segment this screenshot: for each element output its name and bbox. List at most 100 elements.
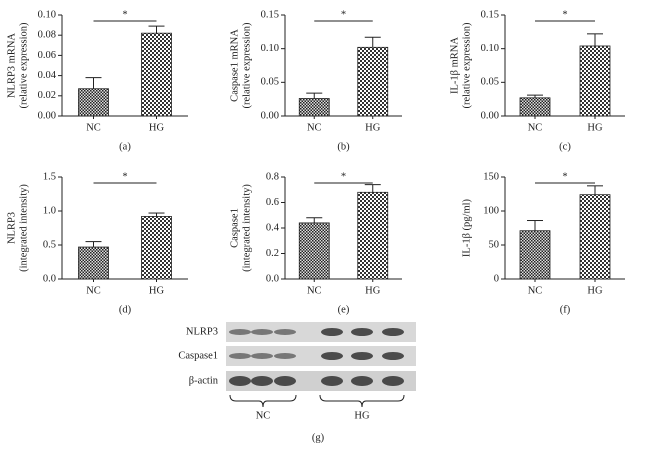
y-axis-label: (relative expression) [461,22,472,109]
y-axis-label: NLRP3 mRNA [6,33,17,98]
significance-mark: * [122,171,127,182]
blot-band [351,328,373,336]
blot-band [321,328,343,336]
blot-band [351,352,373,360]
y-tick-label: 100 [483,205,499,216]
error-bar [587,185,603,195]
bar [78,88,109,117]
y-tick-label: 0.00 [261,110,279,121]
y-tick-label: 0.4 [266,222,280,233]
blot-band [382,352,404,360]
panel-caption: (f) [560,304,571,315]
blot-band [321,352,343,360]
x-tick-label: HG [149,122,165,133]
y-tick-label: 0.0 [43,273,56,284]
blot-band [321,376,343,386]
significance-mark: * [122,9,127,20]
group-brace [319,394,405,408]
error-bar [306,92,323,99]
y-tick-label: 0.6 [266,197,279,208]
blot-band [274,353,296,359]
y-tick-label: 0.15 [261,9,279,20]
x-tick-label: NC [528,285,543,296]
y-tick-label: 0.2 [266,248,279,259]
error-bar [587,33,603,46]
y-tick-label: 0.02 [38,90,56,101]
error-bar [148,212,165,217]
panel-caption: (d) [119,304,132,315]
blot-band [382,376,404,386]
y-tick-label: 0.10 [261,43,279,54]
bar [298,222,330,280]
x-tick-label: NC [86,122,101,133]
x-tick-label: HG [365,285,381,296]
bar [78,246,109,280]
blot-band [229,376,251,386]
x-tick-label: NC [86,285,101,296]
y-tick-label: 50 [489,239,500,250]
y-tick-label: 1.5 [43,171,56,182]
x-tick-label: HG [587,122,603,133]
panel-caption: (a) [119,141,131,152]
y-axis-label: Caspase1 [229,208,240,248]
significance-mark: * [341,171,346,182]
significance-mark: * [341,9,346,20]
bar [579,45,611,117]
y-tick-label: 0.0 [266,273,279,284]
y-axis-label: (integrated intensity) [18,184,29,272]
blot-band [351,376,373,386]
y-axis-label: NLRP3 [6,212,17,244]
blot-band [251,376,273,386]
error-bar [306,217,323,223]
error-bar [527,220,543,231]
error-bar [364,184,381,193]
bar [519,97,551,117]
bar [357,191,389,280]
bar [298,98,330,117]
y-tick-label: 0.10 [481,43,499,54]
y-tick-label: 0.06 [38,50,56,61]
blot-row-label: β-actin [189,375,219,386]
y-tick-label: 0.10 [38,9,56,20]
y-tick-label: 0.5 [43,239,56,250]
significance-mark: * [562,171,567,182]
error-bar [148,25,165,34]
bar [141,216,172,280]
x-tick-label: HG [149,285,165,296]
y-tick-label: 0.04 [38,70,57,81]
bar [357,46,389,117]
y-tick-label: 1.0 [43,205,56,216]
x-tick-label: NC [307,122,322,133]
group-label: NC [256,410,271,421]
error-bar [85,77,102,89]
blot-band [251,329,273,335]
blot-band [251,353,273,359]
group-label: HG [354,410,370,421]
y-tick-label: 0.15 [481,9,499,20]
y-axis-label: (integrated intensity) [241,184,252,272]
group-brace [229,394,297,408]
y-axis-label: (relative expression) [18,22,29,109]
y-tick-label: 0.8 [266,171,279,182]
blot-band [382,328,404,336]
x-tick-label: HG [365,122,381,133]
y-tick-label: 0.00 [481,110,499,121]
y-tick-label: 0.00 [38,110,56,121]
bar [519,230,551,280]
blot-band [229,329,251,335]
x-tick-label: NC [528,122,543,133]
blot-row-label: Caspase1 [178,350,218,361]
blot-row-label: NLRP3 [186,326,218,337]
blot-band [229,353,251,359]
panel-caption: (e) [338,304,350,315]
y-tick-label: 0 [494,273,499,284]
error-bar [527,94,543,98]
panel-caption: (g) [312,432,325,443]
y-axis-label: IL-1β mRNA [449,37,460,94]
bar [579,194,611,280]
blot-band [274,376,296,386]
blot-band [274,329,296,335]
y-tick-label: 0.05 [481,77,499,88]
bar [141,32,172,117]
